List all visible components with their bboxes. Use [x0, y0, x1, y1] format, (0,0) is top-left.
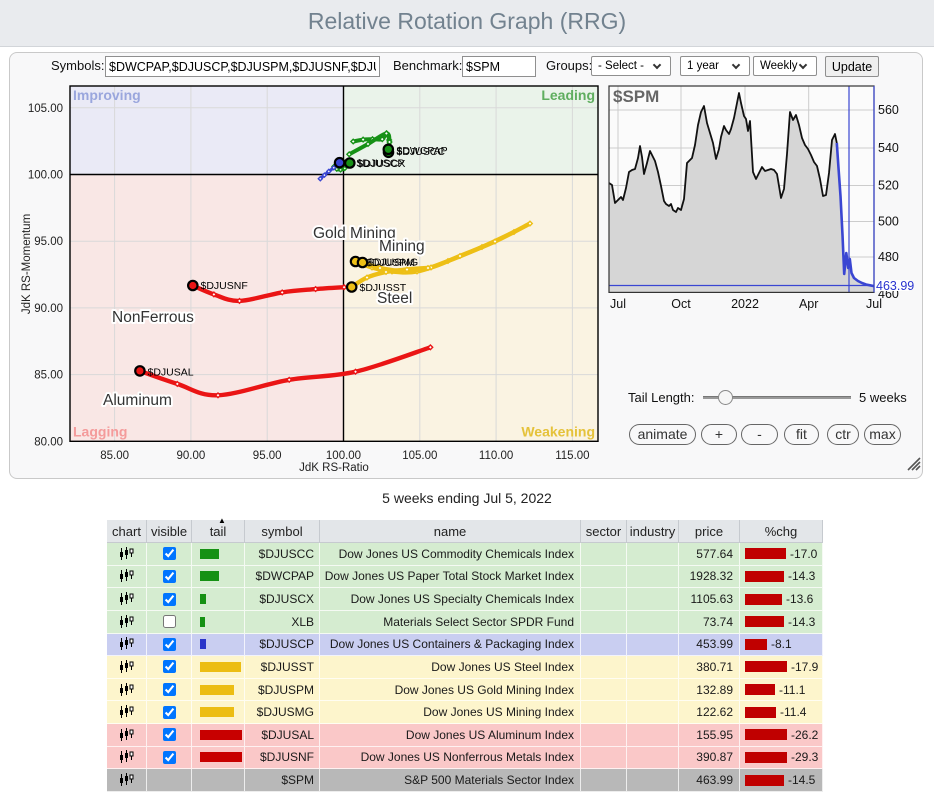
svg-text:$DJUSAL: $DJUSAL — [148, 367, 194, 379]
svg-text:90.00: 90.00 — [34, 303, 63, 315]
svg-text:100.00: 100.00 — [326, 450, 361, 462]
svg-text:$DWCPAP: $DWCPAP — [397, 145, 448, 157]
svg-text:80.00: 80.00 — [34, 436, 63, 448]
svg-text:JdK RS-Momentum: JdK RS-Momentum — [21, 214, 33, 314]
svg-text:$DJUSCC: $DJUSCC — [397, 146, 446, 158]
svg-text:95.00: 95.00 — [253, 450, 282, 462]
svg-text:$DJUSNF: $DJUSNF — [201, 280, 248, 292]
svg-text:$DJUSCX: $DJUSCX — [358, 158, 406, 170]
svg-text:Lagging: Lagging — [73, 423, 127, 439]
svg-text:$DJUSPM: $DJUSPM — [366, 257, 415, 269]
svg-text:Leading: Leading — [541, 87, 595, 103]
svg-text:90.00: 90.00 — [177, 450, 206, 462]
svg-text:Apr: Apr — [799, 297, 818, 311]
svg-text:95.00: 95.00 — [34, 236, 63, 248]
svg-text:$DJUSST: $DJUSST — [360, 282, 407, 294]
svg-text:$DJUSCP: $DJUSCP — [357, 157, 405, 169]
svg-text:105.00: 105.00 — [402, 450, 437, 462]
svg-text:JdK RS-Ratio: JdK RS-Ratio — [299, 462, 369, 474]
svg-text:110.00: 110.00 — [479, 450, 513, 462]
svg-text:Gold Mining: Gold Mining — [313, 225, 396, 242]
svg-text:560: 560 — [878, 103, 899, 117]
svg-text:Weakening: Weakening — [521, 423, 595, 439]
svg-text:Jul: Jul — [866, 297, 882, 311]
svg-text:85.00: 85.00 — [100, 450, 129, 462]
svg-text:105.00: 105.00 — [28, 103, 63, 115]
svg-text:500: 500 — [878, 215, 899, 229]
svg-text:115.00: 115.00 — [555, 450, 589, 462]
svg-text:463.99: 463.99 — [876, 279, 914, 293]
svg-text:520: 520 — [878, 179, 899, 193]
svg-text:100.00: 100.00 — [28, 170, 63, 182]
svg-text:85.00: 85.00 — [34, 370, 63, 382]
svg-text:NonFerrous: NonFerrous — [112, 309, 194, 326]
svg-text:Aluminum: Aluminum — [103, 392, 172, 409]
svg-text:480: 480 — [878, 250, 899, 264]
svg-text:Jul: Jul — [610, 297, 626, 311]
svg-text:540: 540 — [878, 141, 899, 155]
svg-text:Mining: Mining — [379, 238, 425, 255]
svg-text:Steel: Steel — [377, 290, 412, 307]
svg-text:2022: 2022 — [731, 297, 759, 311]
svg-text:$SPM: $SPM — [613, 87, 659, 106]
svg-text:$DJUSMG: $DJUSMG — [368, 257, 418, 269]
svg-text:Oct: Oct — [671, 297, 691, 311]
svg-text:Improving: Improving — [73, 87, 141, 103]
